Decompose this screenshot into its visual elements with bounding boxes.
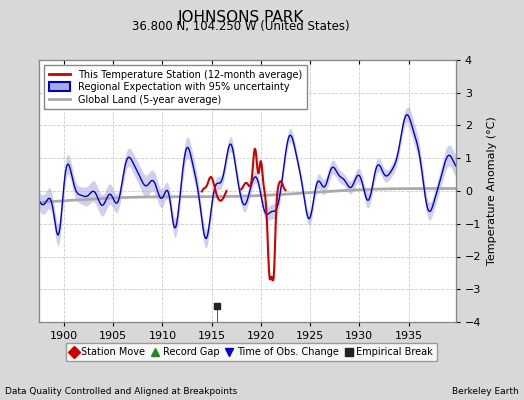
Text: JOHNSONS PARK: JOHNSONS PARK xyxy=(178,10,304,25)
Y-axis label: Temperature Anomaly (°C): Temperature Anomaly (°C) xyxy=(487,117,497,265)
Text: Berkeley Earth: Berkeley Earth xyxy=(452,387,519,396)
Text: Data Quality Controlled and Aligned at Breakpoints: Data Quality Controlled and Aligned at B… xyxy=(5,387,237,396)
Legend: This Temperature Station (12-month average), Regional Expectation with 95% uncer: This Temperature Station (12-month avera… xyxy=(44,65,307,110)
Text: 36.800 N, 104.250 W (United States): 36.800 N, 104.250 W (United States) xyxy=(132,20,350,33)
Legend: Station Move, Record Gap, Time of Obs. Change, Empirical Break: Station Move, Record Gap, Time of Obs. C… xyxy=(66,343,437,361)
